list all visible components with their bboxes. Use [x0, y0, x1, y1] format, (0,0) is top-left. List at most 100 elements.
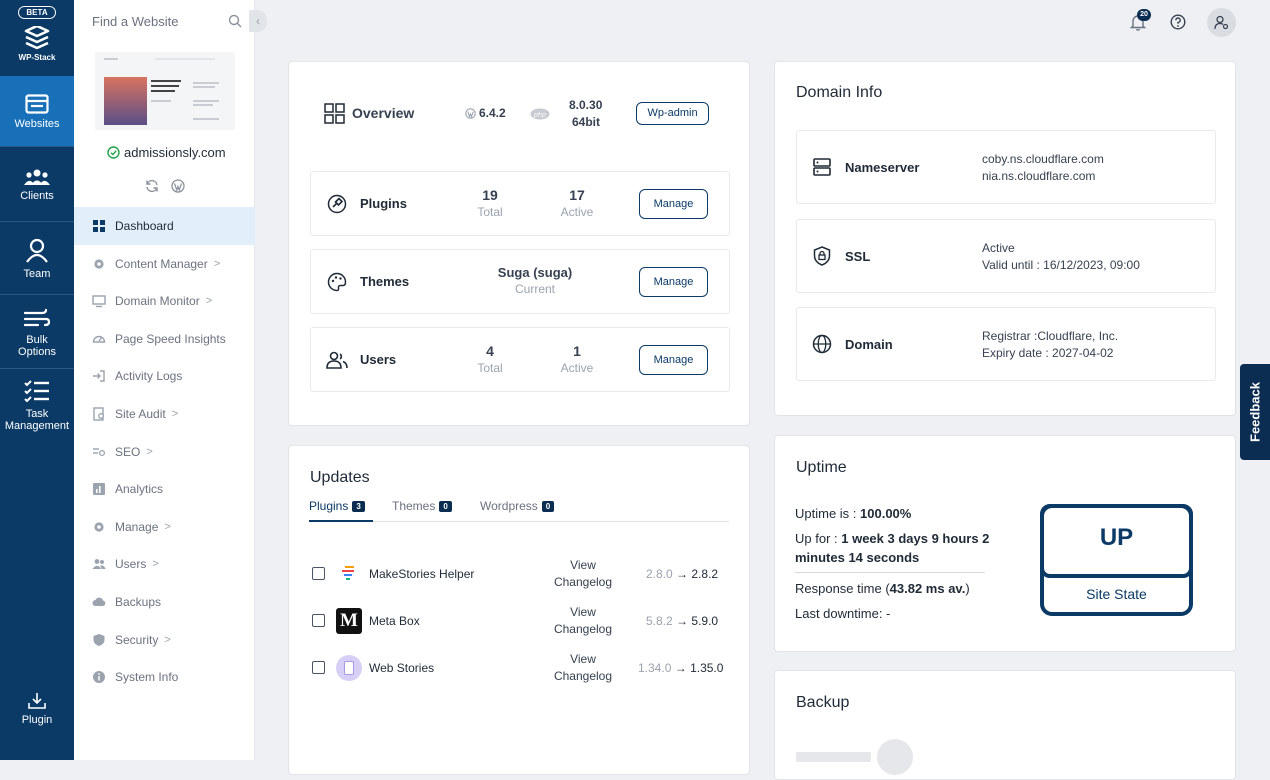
tab-wordpress[interactable]: Wordpress 0	[480, 499, 555, 522]
domain-values: Registrar :Cloudflare, Inc. Expiry date :…	[982, 328, 1118, 362]
plugins-row: Plugins 19 Total 17 Active Manage	[310, 171, 730, 236]
view-label: View	[570, 558, 596, 572]
login-icon	[93, 370, 105, 383]
sidebar-item-label: Content Manager	[115, 256, 208, 271]
users-active-value: 1	[573, 343, 581, 359]
sidebar-item-activity-logs[interactable]: Activity Logs	[74, 357, 255, 395]
search-icon[interactable]	[228, 14, 242, 28]
plugins-icon	[327, 194, 347, 214]
sidebar-item-content-manager[interactable]: Content Manager >	[74, 245, 255, 283]
uptime-divider	[795, 572, 985, 573]
wordpress-icon[interactable]	[171, 179, 185, 193]
domain-info-title: Domain Info	[796, 84, 883, 101]
uptime-percentage: Uptime is : 100.00%	[795, 504, 911, 523]
chevron-right-icon: >	[164, 520, 171, 533]
sidebar-item-backups[interactable]: Backups	[74, 583, 255, 621]
tab-themes-count: 0	[439, 501, 452, 512]
refresh-icon[interactable]	[145, 179, 159, 193]
rail-item-plugin[interactable]: Plugin	[0, 692, 74, 742]
view-changelog-link[interactable]: View Changelog	[543, 557, 623, 591]
cloud-icon	[92, 597, 106, 606]
rail-item-team[interactable]: Team	[0, 234, 74, 294]
overview-card: Overview 6.4.2 php 8.0.30 64bit Wp-admin…	[288, 61, 750, 426]
users-active-label: Active	[560, 361, 594, 375]
update-plugin-name: Meta Box	[369, 614, 420, 628]
notification-count: 20	[1137, 9, 1151, 21]
app-rail: BETA WP-Stack Websites Clients Team Bulk…	[0, 0, 74, 760]
metabox-icon: M	[336, 608, 362, 634]
sidebar-item-manage[interactable]: Manage >	[74, 508, 255, 546]
tab-themes[interactable]: Themes 0	[392, 499, 452, 522]
sidebar-item-page-speed-insights[interactable]: Page Speed Insights	[74, 320, 255, 358]
ssl-row: SSL Active Valid until : 16/12/2023, 09:0…	[796, 219, 1216, 293]
plugins-active: 17 Active	[542, 187, 612, 219]
sidebar-item-domain-monitor[interactable]: Domain Monitor >	[74, 282, 255, 320]
chevron-right-icon: >	[205, 295, 213, 308]
update-checkbox[interactable]	[312, 661, 325, 674]
sidebar-item-dashboard[interactable]: Dashboard	[74, 207, 255, 245]
version-from: 2.8.0	[646, 567, 673, 581]
ssl-status: Active	[982, 241, 1015, 255]
rail-item-websites[interactable]: Websites	[0, 76, 74, 146]
rail-item-task-management[interactable]: Task Management	[0, 378, 74, 440]
version-change: 2.8.0 → 2.8.2	[646, 567, 718, 581]
shield-icon	[93, 633, 105, 646]
feedback-button[interactable]: Feedback	[1240, 364, 1270, 460]
sidebar-item-seo[interactable]: SEO >	[74, 433, 255, 471]
updates-card: Updates Plugins 3 Themes 0 Wordpress 0 Make…	[288, 445, 750, 775]
overview-title: Overview	[352, 105, 415, 121]
nameserver-values: coby.ns.cloudflare.com nia.ns.cloudflare.…	[982, 151, 1104, 185]
sidebar-item-system-info[interactable]: System Info	[74, 658, 255, 696]
version-to: 5.9.0	[691, 614, 719, 628]
rail-label-task: Task	[25, 408, 49, 420]
monitor-icon	[92, 295, 106, 308]
site-name[interactable]: admissionsly.com	[107, 145, 226, 160]
themes-row: Themes Suga (suga) Current Manage	[310, 249, 730, 314]
current-theme-name: Suga (suga)	[497, 265, 573, 280]
thumbnail-image	[104, 77, 147, 125]
tab-plugins-count: 3	[352, 501, 365, 512]
tab-themes-label: Themes	[392, 499, 436, 513]
view-changelog-link[interactable]: View Changelog	[543, 604, 623, 638]
site-state-value: UP	[1040, 504, 1193, 578]
sidebar-item-site-audit[interactable]: Site Audit >	[74, 395, 255, 433]
tab-plugins[interactable]: Plugins 3	[309, 499, 373, 522]
view-changelog-link[interactable]: View Changelog	[543, 651, 623, 685]
wp-admin-button[interactable]: Wp-admin	[636, 102, 709, 125]
response-value: 43.82 ms av.	[889, 581, 966, 596]
upfor-prefix: Up for :	[795, 531, 842, 546]
site-name-text: admissionsly.com	[124, 145, 226, 160]
rail-item-clients[interactable]: Clients	[0, 160, 74, 220]
find-website-input[interactable]: Find a Website	[92, 14, 179, 29]
user-avatar[interactable]	[1207, 8, 1236, 37]
rail-item-bulk-options[interactable]: Bulk Options	[0, 306, 74, 368]
uptime-card: Uptime Uptime is : 100.00% Up for : 1 we…	[774, 435, 1236, 652]
wp-stack-logo[interactable]: WP-Stack	[0, 26, 74, 62]
shield-lock-icon	[813, 246, 831, 266]
site-thumbnail[interactable]	[95, 52, 235, 130]
user-settings-icon	[1214, 15, 1229, 30]
update-checkbox[interactable]	[312, 614, 325, 627]
sidebar-item-label: Activity Logs	[115, 369, 183, 384]
site-state-label: Site State	[1086, 586, 1147, 602]
site-actions	[145, 179, 185, 193]
php-arch: 64bit	[572, 115, 601, 129]
backup-card: Backup	[774, 670, 1236, 780]
sidebar-item-analytics[interactable]: Analytics	[74, 470, 255, 508]
help-icon[interactable]	[1170, 14, 1186, 30]
manage-themes-button[interactable]: Manage	[639, 267, 708, 297]
domain-registrar: Registrar :Cloudflare, Inc.	[982, 329, 1119, 343]
plugin-download-icon	[28, 693, 46, 709]
update-checkbox[interactable]	[312, 567, 325, 580]
manage-plugins-button[interactable]: Manage	[639, 189, 708, 219]
sidebar-item-security[interactable]: Security >	[74, 621, 255, 659]
domain-label: Domain	[845, 337, 893, 352]
sidebar-item-users[interactable]: Users >	[74, 545, 255, 583]
manage-users-button[interactable]: Manage	[639, 345, 708, 375]
dashboard-icon	[93, 220, 105, 232]
collapse-sidebar-button[interactable]: ‹	[249, 10, 267, 32]
upfor-value-1: 1 week 3 days 9 hours 2	[841, 531, 990, 546]
sidebar-item-label: Manage	[115, 519, 159, 534]
plugins-total-label: Total	[477, 205, 503, 219]
logo-text: WP-Stack	[18, 53, 56, 62]
